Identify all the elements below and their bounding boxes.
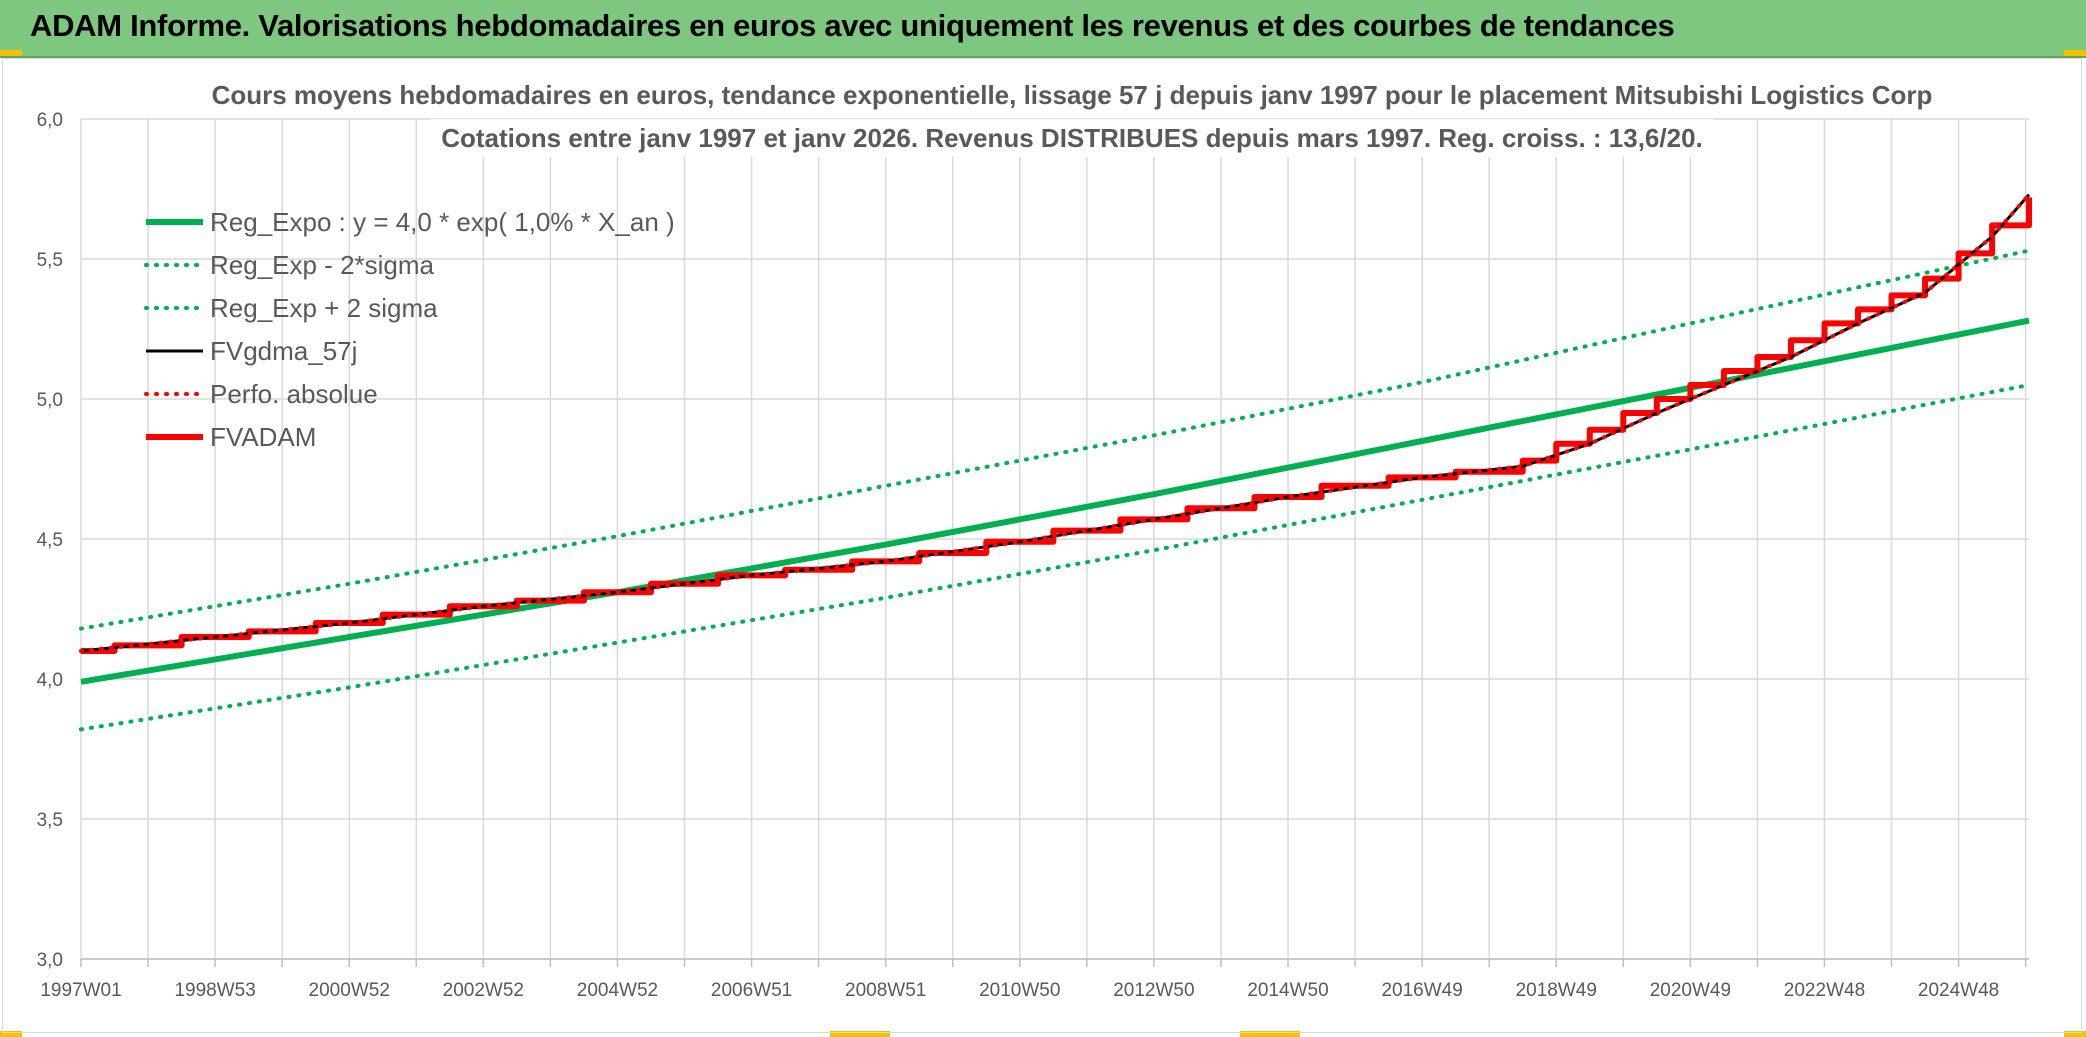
x-tick-label: 2000W52: [309, 980, 390, 1001]
x-tick-label: 2002W52: [443, 980, 524, 1001]
y-tick-label: 6,0: [37, 110, 63, 131]
legend-label: Reg_Exp + 2 sigma: [210, 293, 438, 323]
chart-title-line: Cotations entre janv 1997 et janv 2026. …: [441, 123, 1703, 153]
corner-marker: [830, 1031, 890, 1037]
chart-frame: 3,0 3,5 4,0 4,5 5,0 5,5 6,0 1997W01 1998W53 2000W…: [2, 58, 2082, 1033]
corner-marker: [0, 1031, 22, 1037]
chart-area: 3,0 3,5 4,0 4,5 5,0 5,5 6,0 1997W01 1998W53 2000W…: [37, 76, 2032, 1001]
series-line-3: [80, 193, 2031, 653]
corner-marker: [1240, 1031, 1300, 1037]
x-tick-label: 2024W48: [1918, 980, 1999, 1001]
y-tick-label: 4,0: [37, 670, 63, 691]
report-title: ADAM Informe. Valorisations hebdomadaire…: [30, 8, 1675, 43]
y-tick-label: 5,5: [37, 250, 63, 271]
x-tick-label: 2012W50: [1113, 980, 1194, 1001]
x-tick-label: 2020W49: [1650, 980, 1731, 1001]
y-tick-label: 3,5: [37, 810, 63, 831]
legend-label: Reg_Expo : y = 4,0 * exp( 1,0% * X_an ): [210, 207, 675, 237]
y-tick-label: 5,0: [37, 390, 63, 411]
x-tick-label: 1998W53: [174, 980, 255, 1001]
x-tick-label: 2006W51: [711, 980, 792, 1001]
y-tick-label: 4,5: [37, 530, 63, 551]
x-tick-label: 2008W51: [845, 980, 926, 1001]
series-line-2: [79, 248, 2031, 631]
chart-title-backing: [201, 76, 1943, 114]
x-tick-label: 1997W01: [40, 980, 121, 1001]
corner-marker: [0, 50, 22, 56]
x-tick-label: 2016W49: [1381, 980, 1462, 1001]
legend-label: Reg_Exp - 2*sigma: [210, 250, 435, 280]
x-tick-label: 2022W48: [1784, 980, 1865, 1001]
legend-label: FVgdma_57j: [210, 336, 357, 366]
x-tick-label: 2004W52: [577, 980, 658, 1001]
series-line-0: [80, 317, 2030, 685]
chart-title-line: Cours moyens hebdomadaires en euros, ten…: [212, 80, 1933, 110]
x-tick-label: 2010W50: [979, 980, 1060, 1001]
chart-title-backing: [431, 119, 1713, 157]
x-tick-label: 2014W50: [1247, 980, 1328, 1001]
series-line-1: [79, 383, 2031, 732]
legend-label: FVADAM: [210, 422, 316, 452]
corner-marker: [2064, 1031, 2086, 1037]
x-tick-label: 2018W49: [1516, 980, 1597, 1001]
report-banner: ADAM Informe. Valorisations hebdomadaire…: [0, 0, 2086, 58]
corner-marker: [2064, 50, 2086, 56]
y-tick-label: 3,0: [37, 950, 63, 971]
legend-label: Perfo. absolue: [210, 379, 378, 409]
